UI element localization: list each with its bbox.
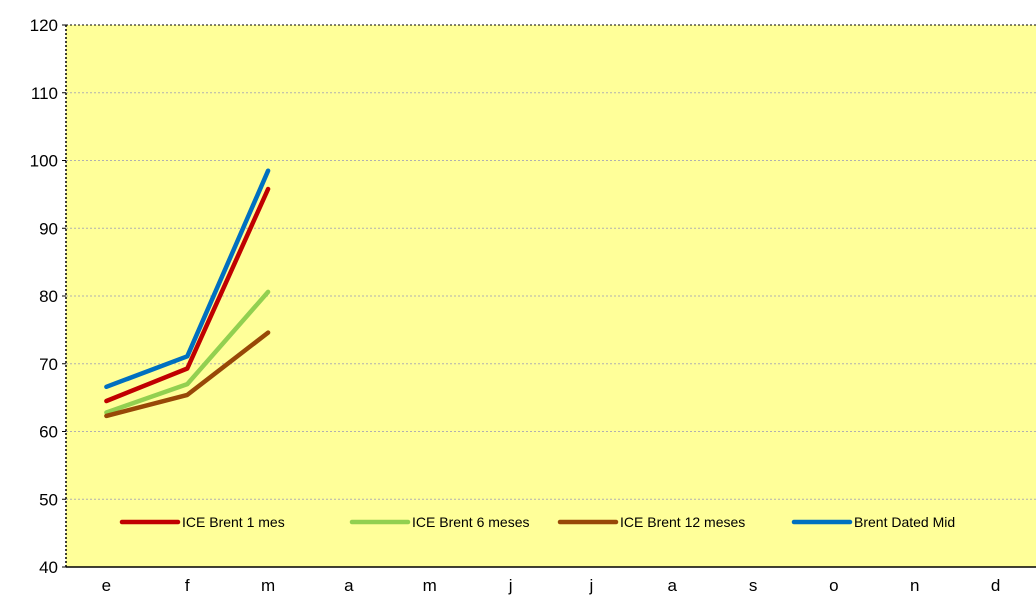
x-tick-label: o — [829, 576, 838, 595]
y-tick-label: 110 — [31, 84, 58, 103]
legend-label: ICE Brent 12 meses — [620, 514, 745, 530]
y-tick-label: 120 — [30, 16, 58, 35]
series-line-2 — [104, 289, 271, 415]
series-line-4 — [104, 168, 271, 390]
x-tick-label: f — [185, 576, 190, 595]
y-tick-label: 90 — [39, 219, 58, 238]
x-tick-label: j — [508, 576, 513, 595]
series-line-1 — [104, 186, 271, 404]
y-tick-label: 100 — [30, 152, 58, 171]
y-tick-label: 60 — [39, 423, 58, 442]
x-tick-label: m — [261, 576, 275, 595]
series-lines — [104, 168, 271, 419]
x-tick-label: a — [668, 576, 678, 595]
x-tick-label: s — [749, 576, 758, 595]
y-tick-label: 50 — [39, 490, 58, 509]
x-tick-label: d — [991, 576, 1000, 595]
legend-label: Brent Dated Mid — [854, 514, 955, 530]
x-tick-label: e — [102, 576, 111, 595]
legend-label: ICE Brent 1 mes — [182, 514, 285, 530]
y-axis-ticks: 40 50 60 70 80 90 100 110 120 — [30, 16, 66, 577]
x-tick-label: n — [910, 576, 919, 595]
y-tick-label: 40 — [39, 558, 58, 577]
series-line-3 — [104, 330, 271, 419]
x-tick-label: a — [344, 576, 354, 595]
legend: ICE Brent 1 mes ICE Brent 6 meses ICE Bren… — [119, 514, 955, 530]
y-tick-label: 70 — [39, 355, 58, 374]
x-tick-label: m — [423, 576, 437, 595]
legend-label: ICE Brent 6 meses — [412, 514, 530, 530]
x-tick-label: j — [589, 576, 594, 595]
y-tick-label: 80 — [39, 287, 58, 306]
